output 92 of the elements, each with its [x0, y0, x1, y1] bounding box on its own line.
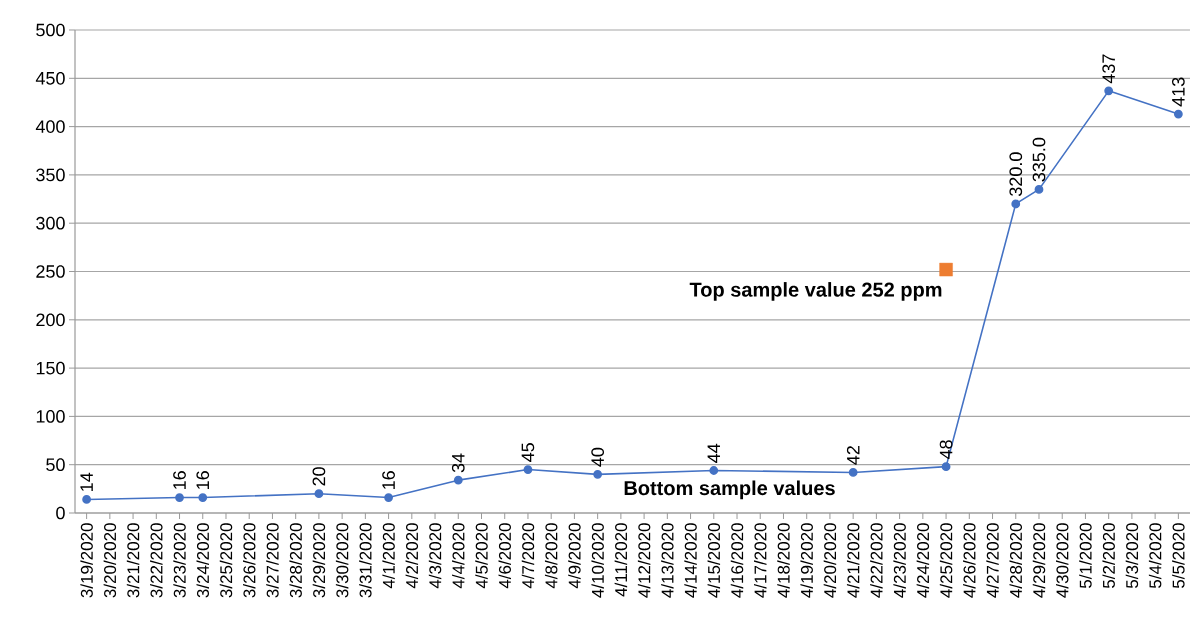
x-tick-label: 4/4/2020 [452, 523, 465, 589]
data-label: 20 [312, 467, 326, 486]
x-tick-label: 4/3/2020 [428, 523, 442, 589]
point [384, 493, 393, 502]
x-tick-label: 4/16/2020 [730, 523, 744, 598]
x-tick-label: 3/26/2020 [242, 523, 256, 598]
x-tick-label: 3/19/2020 [80, 523, 93, 598]
x-tick-label: 4/12/2020 [637, 523, 651, 598]
x-tick-label: 3/22/2020 [150, 523, 163, 598]
x-tick-label: 4/9/2020 [568, 523, 581, 589]
x-tick-label: 4/1/2020 [382, 523, 395, 589]
x-tick-label: 4/6/2020 [498, 523, 511, 589]
point [453, 475, 463, 485]
data-label: 16 [382, 471, 395, 489]
x-tick-label: 4/18/2020 [777, 523, 790, 598]
x-tick-label: 3/23/2020 [173, 523, 186, 598]
x-tick-label: 4/28/2020 [1009, 523, 1023, 598]
x-tick-label: 4/2/2020 [405, 523, 419, 589]
x-tick-label: 4/7/2020 [521, 523, 535, 589]
x-tick-label: 3/31/2020 [359, 523, 372, 598]
x-tick-label: 3/21/2020 [126, 523, 140, 598]
y-tick-label: 0 [56, 506, 65, 520]
point [314, 489, 324, 499]
data-label: 44 [707, 443, 720, 463]
x-tick-label: 4/13/2020 [661, 523, 674, 598]
point [1173, 109, 1183, 119]
y-tick-label: 500 [36, 23, 65, 37]
point [709, 466, 719, 475]
point [593, 469, 603, 479]
y-tick-label: 300 [36, 216, 65, 230]
x-tick-label: 5/3/2020 [1125, 523, 1139, 589]
x-tick-label: 4/11/2020 [614, 523, 628, 597]
x-tick-label: 4/10/2020 [591, 523, 604, 598]
x-tick-label: 3/27/2020 [266, 523, 279, 598]
x-tick-label: 4/19/2020 [800, 523, 813, 598]
point [82, 495, 92, 504]
x-tick-label: 4/29/2020 [1032, 523, 1046, 598]
data-label: 45 [521, 443, 535, 462]
y-tick-label: 250 [36, 265, 65, 278]
data-label: 40 [591, 447, 605, 467]
point [1034, 184, 1044, 194]
data-label: 16 [196, 471, 210, 489]
data-label: 42 [846, 446, 860, 465]
x-tick-label: 4/27/2020 [986, 523, 999, 598]
x-tick-label: 3/28/2020 [289, 523, 302, 598]
data-label: 413 [1171, 77, 1185, 107]
data-label: 437 [1102, 54, 1116, 84]
point [175, 493, 184, 502]
x-tick-label: 4/26/2020 [963, 523, 976, 598]
data-label: 320.0 [1009, 152, 1023, 196]
x-tick-label: 4/14/2020 [684, 523, 697, 598]
x-tick-label: 3/25/2020 [219, 523, 233, 598]
x-tick-label: 5/4/2020 [1148, 523, 1162, 589]
y-tick-label: 200 [36, 313, 65, 327]
point [523, 465, 533, 474]
x-tick-label: 4/17/2020 [754, 523, 767, 598]
data-label: 16 [173, 471, 186, 489]
data-label: 14 [80, 472, 93, 491]
x-tick-label: 5/5/2020 [1172, 523, 1185, 589]
x-tick-label: 4/8/2020 [544, 523, 558, 589]
data-label: 48 [939, 440, 953, 460]
x-tick-label: 5/1/2020 [1079, 523, 1092, 589]
x-tick-label: 4/5/2020 [475, 523, 488, 589]
y-tick-label: 100 [36, 410, 65, 423]
y-tick-label: 50 [46, 458, 65, 472]
x-tick-label: 3/30/2020 [335, 523, 349, 598]
data-label: 335.0 [1032, 137, 1046, 182]
x-tick-label: 4/24/2020 [916, 523, 930, 598]
x-tick-label: 4/25/2020 [939, 523, 953, 598]
x-tick-label: 5/2/2020 [1102, 523, 1115, 589]
y-tick-label: 400 [35, 120, 65, 133]
x-tick-label: 3/20/2020 [103, 523, 117, 598]
x-tick-label: 4/15/2020 [707, 523, 721, 598]
y-tick-label: 350 [36, 168, 65, 182]
x-tick-label: 4/23/2020 [893, 523, 906, 598]
x-tick-label: 3/24/2020 [196, 523, 210, 598]
y-tick-label: 450 [35, 71, 65, 85]
y-tick-label: 150 [36, 361, 65, 375]
point [939, 262, 953, 277]
x-tick-label: 4/22/2020 [870, 523, 883, 598]
x-tick-label: 4/20/2020 [823, 523, 837, 598]
x-tick-label: 4/21/2020 [846, 523, 860, 598]
x-tick-label: 4/30/2020 [1055, 523, 1069, 598]
point [848, 468, 858, 477]
point [1011, 199, 1021, 209]
data-label: 34 [451, 453, 465, 473]
x-tick-label: 3/29/2020 [312, 523, 326, 598]
point [1104, 86, 1114, 96]
point [198, 493, 208, 502]
point [941, 462, 951, 472]
annotation: Top sample value 252 ppm [689, 282, 942, 301]
annotation: Bottom sample values [624, 480, 835, 500]
